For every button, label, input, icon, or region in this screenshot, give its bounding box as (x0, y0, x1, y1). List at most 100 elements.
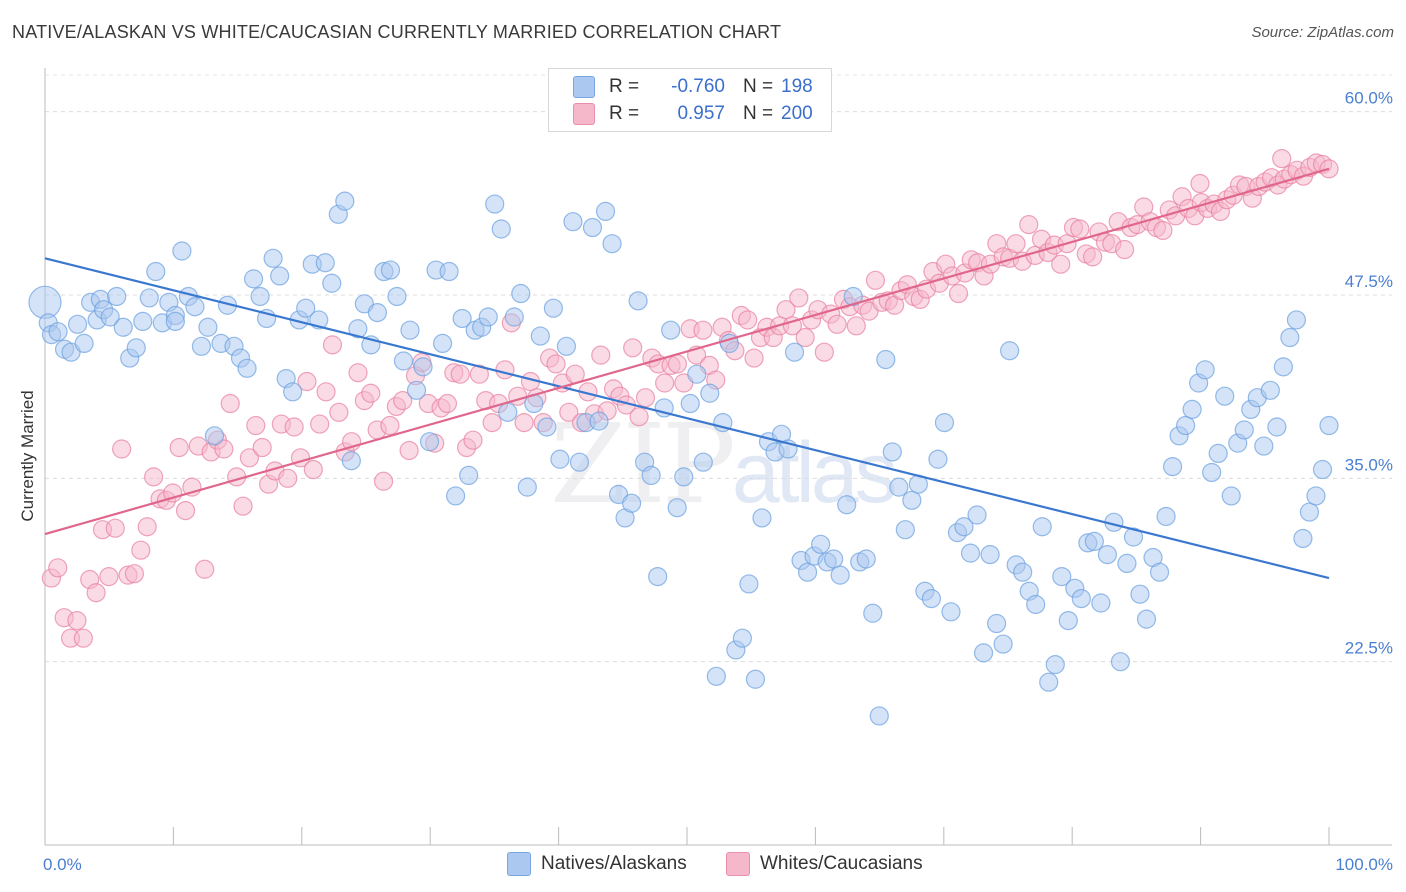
data-point (73, 628, 93, 648)
data-point (1019, 215, 1039, 235)
data-point (693, 452, 713, 472)
y-axis-label: Currently Married (18, 390, 37, 521)
data-point (641, 465, 661, 485)
data-point (827, 314, 847, 334)
data-point (954, 517, 974, 537)
legend-n-label: N = (743, 103, 774, 124)
data-point (569, 452, 590, 472)
data-point (246, 415, 266, 436)
data-point (452, 308, 472, 329)
legend-swatch-natives (507, 852, 531, 876)
data-point (1130, 584, 1150, 604)
data-point (139, 288, 159, 308)
data-point (237, 358, 257, 378)
y-tick-label: 35.0% (1345, 455, 1393, 474)
data-point (1117, 553, 1137, 574)
data-point (284, 417, 304, 437)
data-point (124, 564, 145, 584)
data-point (1254, 436, 1274, 456)
data-point (1272, 149, 1292, 169)
legend-item-natives[interactable]: Natives/Alaskans (507, 852, 687, 876)
data-point (934, 413, 955, 433)
data-point (165, 311, 185, 331)
data-point (478, 307, 498, 327)
data-point (99, 566, 119, 587)
data-point (882, 442, 902, 462)
data-point (28, 285, 62, 319)
axes (44, 68, 1392, 846)
data-point (865, 270, 886, 290)
trend-line (44, 257, 1330, 580)
data-point (921, 588, 942, 609)
data-point (556, 336, 577, 356)
data-point (112, 439, 132, 459)
data-point (1293, 528, 1313, 549)
data-point (1071, 588, 1091, 609)
data-point (648, 566, 668, 587)
data-point (797, 562, 818, 582)
legend-n-label: N = (743, 76, 774, 97)
data-point (387, 286, 407, 307)
trend-line (44, 167, 1330, 536)
data-point (310, 414, 330, 434)
data-point (100, 307, 120, 327)
data-point (814, 342, 834, 362)
data-point (373, 471, 394, 491)
data-point (1045, 654, 1065, 675)
data-point (348, 363, 368, 383)
data-point (902, 490, 922, 510)
data-point (1136, 609, 1157, 629)
data-point (635, 388, 656, 408)
data-point (680, 393, 700, 414)
data-point (1190, 173, 1210, 194)
data-point (469, 364, 489, 384)
data-point (380, 260, 401, 280)
data-point (1032, 517, 1052, 537)
data-point (980, 544, 1000, 565)
data-point (491, 219, 511, 239)
data-point (303, 459, 323, 480)
data-point (1312, 459, 1333, 480)
data-point (146, 261, 166, 282)
data-point (243, 269, 264, 289)
data-point (1215, 386, 1235, 406)
data-point (1153, 220, 1173, 241)
series-natives-points (28, 191, 1339, 726)
data-point (498, 402, 518, 422)
data-point (393, 351, 414, 371)
data-point (889, 477, 909, 497)
data-point (329, 402, 349, 422)
data-point (550, 449, 570, 469)
data-point (131, 540, 151, 560)
data-point (322, 273, 342, 293)
legend-r-label: R = (609, 103, 640, 124)
trend-lines (44, 167, 1330, 580)
data-point (450, 364, 470, 384)
data-point (582, 217, 603, 238)
x-tick-label: 0.0% (43, 855, 82, 874)
data-point (667, 354, 688, 374)
data-point (789, 288, 809, 308)
data-point (514, 413, 534, 433)
data-point (1260, 380, 1280, 400)
data-point (795, 327, 815, 348)
data-point (1026, 594, 1046, 615)
data-point (380, 415, 400, 436)
data-point (482, 413, 502, 433)
data-point (250, 286, 270, 307)
data-point (1091, 593, 1111, 613)
y-tick-label: 47.5% (1345, 272, 1393, 291)
data-point (1013, 562, 1033, 582)
data-point (283, 382, 303, 402)
data-point (752, 508, 772, 528)
data-point (485, 194, 505, 214)
data-point (220, 393, 240, 414)
data-point (986, 613, 1007, 634)
data-point (67, 610, 87, 631)
data-point (296, 298, 316, 318)
legend-label-natives: Natives/Alaskans (541, 853, 687, 874)
legend-item-whites[interactable]: Whites/Caucasians (726, 852, 923, 876)
data-point (661, 320, 681, 340)
data-point (1110, 652, 1131, 672)
data-point (1202, 462, 1222, 483)
